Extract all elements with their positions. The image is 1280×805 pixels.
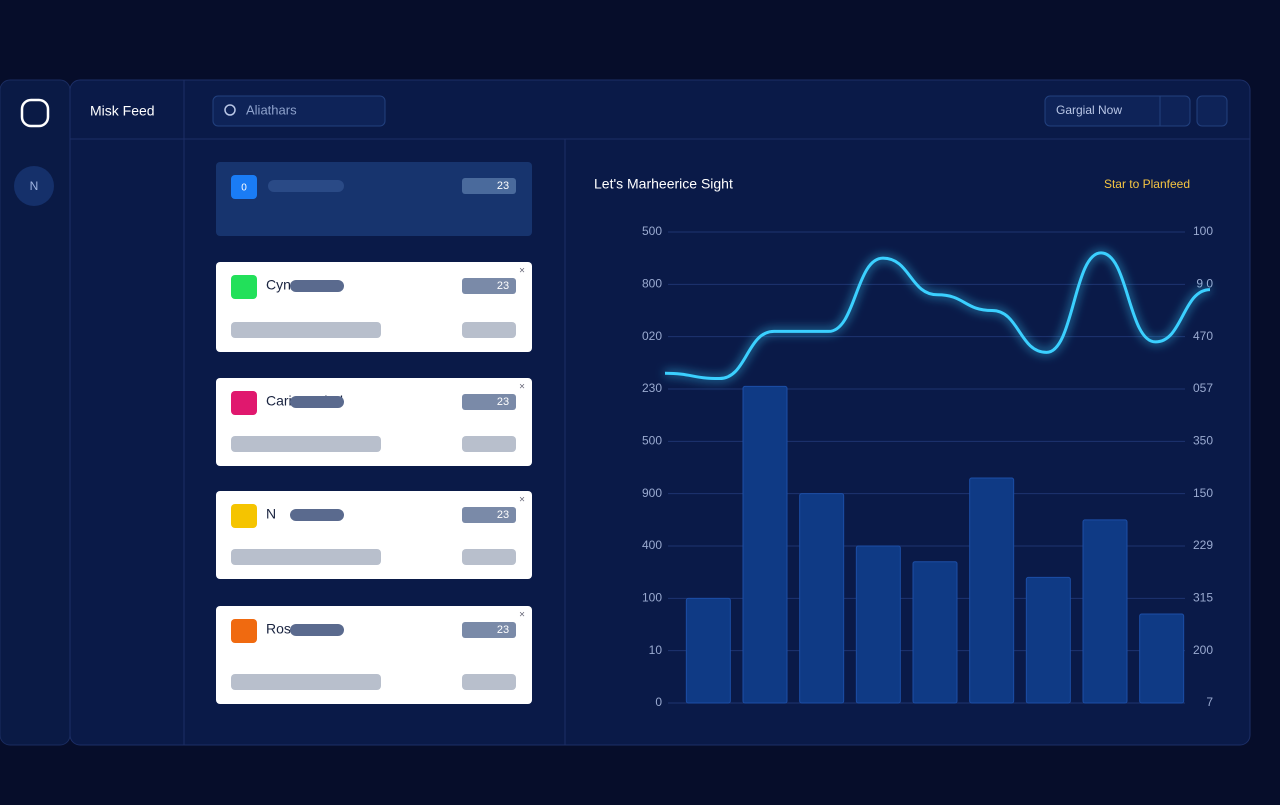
bar <box>912 561 958 704</box>
chart-title: Let's Marheerice Sight <box>594 176 733 192</box>
value-pill <box>462 394 516 410</box>
card-title: N <box>266 506 276 522</box>
card-value: 23 <box>497 509 509 521</box>
card[interactable] <box>216 378 532 466</box>
profile-button[interactable] <box>1196 95 1228 127</box>
card-icon <box>231 275 257 299</box>
card-icon <box>231 504 257 528</box>
search-box[interactable] <box>212 95 386 127</box>
card-value: 23 <box>497 624 509 636</box>
y2-tick-label: 229 <box>1193 538 1213 552</box>
y-tick-label: 400 <box>642 538 662 552</box>
y2-tick-label: 7 <box>1206 695 1213 709</box>
placeholder <box>462 436 516 452</box>
value-pill <box>462 507 516 523</box>
placeholder <box>462 549 516 565</box>
card-icon-label: 0 <box>241 183 247 194</box>
y2-tick-label: 057 <box>1193 381 1213 395</box>
nav-label: N <box>30 179 39 193</box>
action-label: Gargial Now <box>1056 103 1122 117</box>
placeholder <box>462 322 516 338</box>
y2-tick-label: 470 <box>1193 329 1213 343</box>
nav-item[interactable] <box>14 166 54 206</box>
logo[interactable] <box>20 98 50 128</box>
title-placeholder <box>290 280 344 292</box>
line-series <box>664 251 1211 381</box>
bar <box>1025 576 1071 704</box>
search-placeholder: Aliathars <box>246 102 297 117</box>
card-icon <box>231 175 257 199</box>
bar <box>742 385 788 704</box>
placeholder <box>231 549 381 565</box>
y-tick-label: 500 <box>642 224 662 238</box>
y-tick-label: 230 <box>642 381 662 395</box>
bar <box>1082 519 1128 704</box>
y2-tick-label: 350 <box>1193 434 1213 448</box>
app-title: Misk Feed <box>90 103 155 119</box>
close-icon[interactable]: × <box>519 266 525 277</box>
card-value: 23 <box>497 180 509 192</box>
y-tick-label: 900 <box>642 486 662 500</box>
bar <box>855 545 901 704</box>
y-tick-label: 800 <box>642 277 662 291</box>
bar <box>1139 613 1185 704</box>
y-tick-label: 100 <box>642 591 662 605</box>
close-icon[interactable]: × <box>519 610 525 621</box>
card[interactable] <box>216 162 532 236</box>
placeholder <box>231 322 381 338</box>
placeholder <box>231 674 381 690</box>
y-tick-label: 020 <box>642 329 662 343</box>
y-tick-label: 500 <box>642 434 662 448</box>
card-icon <box>231 619 257 643</box>
card-value: 23 <box>497 280 509 292</box>
card[interactable] <box>216 262 532 352</box>
action-button[interactable] <box>1044 95 1191 127</box>
title-placeholder <box>290 396 344 408</box>
card[interactable] <box>216 491 532 579</box>
y-tick-label: 10 <box>649 643 663 657</box>
placeholder <box>231 436 381 452</box>
bar <box>685 597 731 704</box>
card-icon <box>231 391 257 415</box>
card-value: 23 <box>497 396 509 408</box>
y-tick-label: 0 <box>655 695 662 709</box>
card-title: Cyn <box>266 277 291 293</box>
title-placeholder <box>290 624 344 636</box>
y2-tick-label: 9 0 <box>1196 277 1213 291</box>
bar <box>969 477 1015 704</box>
bar <box>799 493 845 704</box>
y2-tick-label: 100 <box>1193 224 1213 238</box>
value-pill <box>462 622 516 638</box>
value-pill <box>462 278 516 294</box>
y2-tick-label: 150 <box>1193 486 1213 500</box>
placeholder <box>462 674 516 690</box>
chart-action[interactable]: Star to Planfeed <box>1104 177 1190 191</box>
y2-tick-label: 200 <box>1193 643 1213 657</box>
search-icon <box>224 104 236 116</box>
close-icon[interactable]: × <box>519 495 525 506</box>
y2-tick-label: 315 <box>1193 591 1213 605</box>
value-pill <box>462 178 516 194</box>
close-icon[interactable]: × <box>519 382 525 393</box>
title-placeholder <box>268 180 344 192</box>
title-placeholder <box>290 509 344 521</box>
